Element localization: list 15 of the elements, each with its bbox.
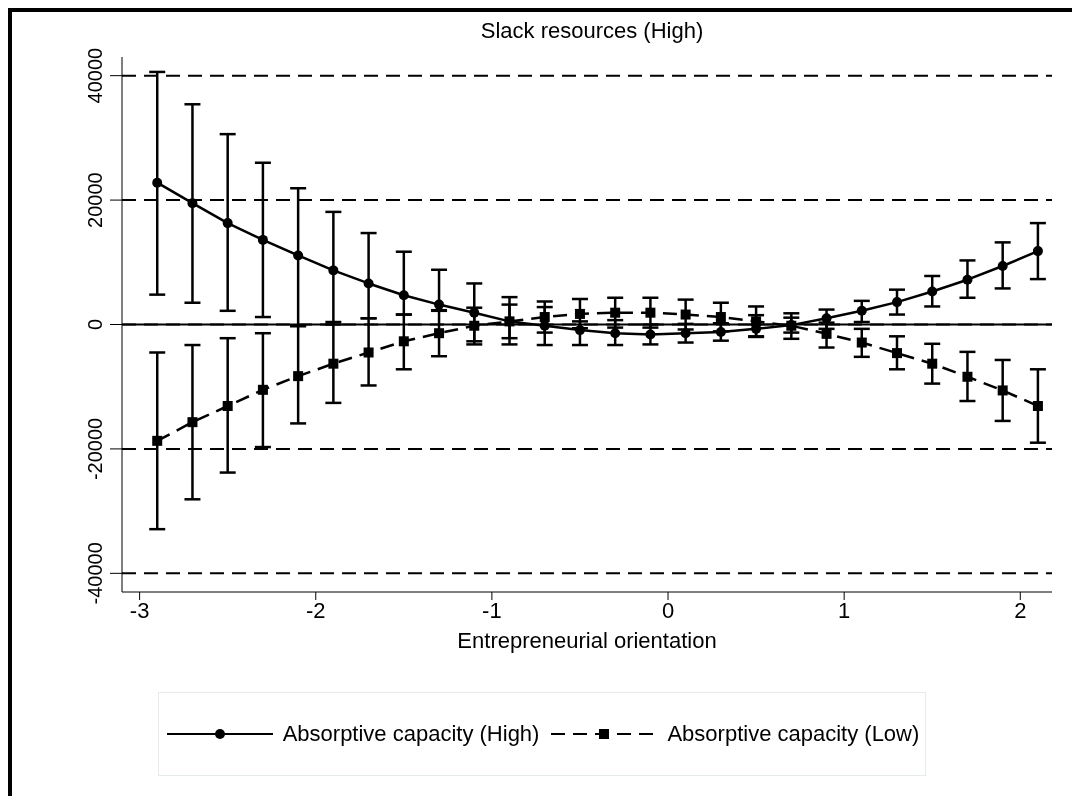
x-tick-label: 1 (838, 597, 851, 623)
x-tick-label: -2 (305, 597, 326, 623)
legend-label: Absorptive capacity (High) (282, 721, 540, 747)
x-tick-label: -3 (129, 597, 150, 623)
y-tick-label: -20000 (84, 417, 106, 481)
x-tick-label: 2 (1014, 597, 1027, 623)
legend-label: Absorptive capacity (Low) (667, 721, 920, 747)
y-tick-label: -40000 (84, 542, 106, 605)
y-tick-label: 20000 (84, 172, 106, 228)
chart-title: Slack resources (High) (479, 18, 705, 44)
x-tick-label: -1 (482, 597, 502, 623)
y-tick-label: 0 (84, 318, 106, 331)
x-tick-label: 0 (661, 597, 675, 623)
x-axis-title: Entrepreneurial orientation (457, 628, 717, 653)
y-tick-label: 40000 (84, 47, 106, 104)
